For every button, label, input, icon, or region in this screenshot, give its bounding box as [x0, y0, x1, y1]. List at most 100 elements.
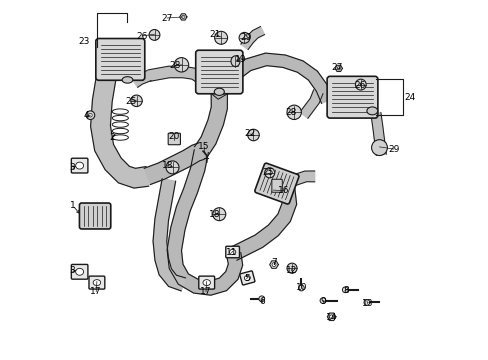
Text: 18: 18 — [162, 161, 174, 170]
FancyBboxPatch shape — [271, 179, 282, 192]
Circle shape — [363, 300, 369, 305]
FancyBboxPatch shape — [254, 163, 298, 204]
Text: 11: 11 — [225, 248, 237, 257]
Polygon shape — [230, 180, 296, 260]
Polygon shape — [144, 143, 203, 184]
Text: 29: 29 — [240, 33, 251, 42]
Text: 26: 26 — [136, 32, 147, 41]
Ellipse shape — [203, 280, 210, 285]
Text: 17: 17 — [90, 287, 102, 296]
Ellipse shape — [76, 162, 83, 169]
Ellipse shape — [229, 249, 235, 255]
Text: 27: 27 — [331, 63, 342, 72]
Text: 27: 27 — [161, 14, 172, 23]
Polygon shape — [218, 53, 332, 103]
Polygon shape — [326, 313, 335, 320]
Circle shape — [88, 113, 92, 117]
Polygon shape — [282, 171, 314, 189]
Text: 26: 26 — [353, 81, 365, 90]
Text: 23: 23 — [79, 37, 90, 46]
Text: 19: 19 — [235, 55, 246, 64]
Circle shape — [130, 95, 142, 107]
Text: 29: 29 — [387, 145, 399, 154]
Polygon shape — [269, 261, 278, 268]
Circle shape — [258, 296, 264, 302]
Text: 18: 18 — [209, 210, 220, 220]
Circle shape — [239, 32, 249, 43]
Circle shape — [337, 67, 340, 70]
Polygon shape — [148, 66, 226, 99]
Text: 25: 25 — [125, 97, 137, 106]
Text: 24: 24 — [404, 93, 415, 102]
Circle shape — [329, 315, 333, 319]
Text: 20: 20 — [168, 132, 180, 141]
Ellipse shape — [93, 280, 101, 285]
FancyBboxPatch shape — [239, 271, 254, 285]
Circle shape — [355, 79, 366, 90]
FancyBboxPatch shape — [195, 50, 243, 94]
Text: 25: 25 — [262, 168, 273, 177]
Circle shape — [86, 111, 95, 120]
Circle shape — [247, 129, 259, 141]
Circle shape — [149, 30, 160, 40]
Polygon shape — [370, 113, 386, 156]
Polygon shape — [241, 27, 264, 50]
FancyBboxPatch shape — [326, 76, 377, 118]
Polygon shape — [167, 150, 242, 295]
FancyBboxPatch shape — [71, 265, 88, 279]
Text: 15: 15 — [198, 143, 209, 152]
Polygon shape — [194, 94, 227, 156]
Text: 17: 17 — [200, 287, 211, 296]
Text: 10: 10 — [295, 284, 306, 292]
Text: 3: 3 — [69, 163, 75, 172]
Circle shape — [342, 287, 347, 293]
FancyBboxPatch shape — [225, 246, 239, 258]
Text: 5: 5 — [244, 274, 249, 283]
Text: 22: 22 — [244, 130, 255, 139]
Text: 16: 16 — [278, 186, 289, 195]
Text: 6: 6 — [258, 297, 264, 306]
Text: 12: 12 — [285, 266, 296, 275]
Polygon shape — [131, 71, 151, 87]
Circle shape — [264, 168, 274, 178]
Text: 28: 28 — [285, 108, 296, 117]
Ellipse shape — [244, 275, 250, 280]
FancyBboxPatch shape — [199, 276, 214, 289]
Text: 7: 7 — [270, 258, 276, 266]
Ellipse shape — [366, 107, 377, 115]
Polygon shape — [90, 77, 148, 188]
FancyBboxPatch shape — [168, 133, 180, 145]
FancyBboxPatch shape — [71, 158, 88, 173]
Text: 13: 13 — [361, 299, 373, 308]
Ellipse shape — [214, 88, 224, 95]
Circle shape — [214, 31, 227, 44]
Circle shape — [182, 15, 184, 19]
Text: 28: 28 — [169, 61, 181, 70]
FancyBboxPatch shape — [96, 39, 144, 80]
Circle shape — [286, 263, 296, 273]
Ellipse shape — [230, 56, 240, 67]
FancyBboxPatch shape — [79, 203, 111, 229]
Polygon shape — [299, 90, 322, 118]
Ellipse shape — [76, 268, 83, 275]
Text: 21: 21 — [209, 30, 220, 39]
Circle shape — [212, 208, 225, 221]
Text: 8: 8 — [343, 287, 348, 295]
Ellipse shape — [122, 77, 133, 83]
Circle shape — [298, 285, 304, 291]
Polygon shape — [179, 14, 186, 20]
Circle shape — [174, 58, 188, 72]
Polygon shape — [335, 65, 342, 72]
Text: 14: 14 — [325, 313, 337, 322]
Text: 1: 1 — [69, 201, 75, 210]
Circle shape — [286, 105, 301, 120]
Circle shape — [166, 161, 179, 174]
Circle shape — [320, 298, 325, 303]
Text: 4: 4 — [83, 111, 89, 120]
Text: 2: 2 — [109, 133, 115, 142]
Text: 3: 3 — [69, 266, 75, 275]
Polygon shape — [153, 179, 185, 291]
FancyBboxPatch shape — [89, 276, 104, 289]
Circle shape — [271, 263, 275, 266]
Circle shape — [371, 140, 386, 156]
